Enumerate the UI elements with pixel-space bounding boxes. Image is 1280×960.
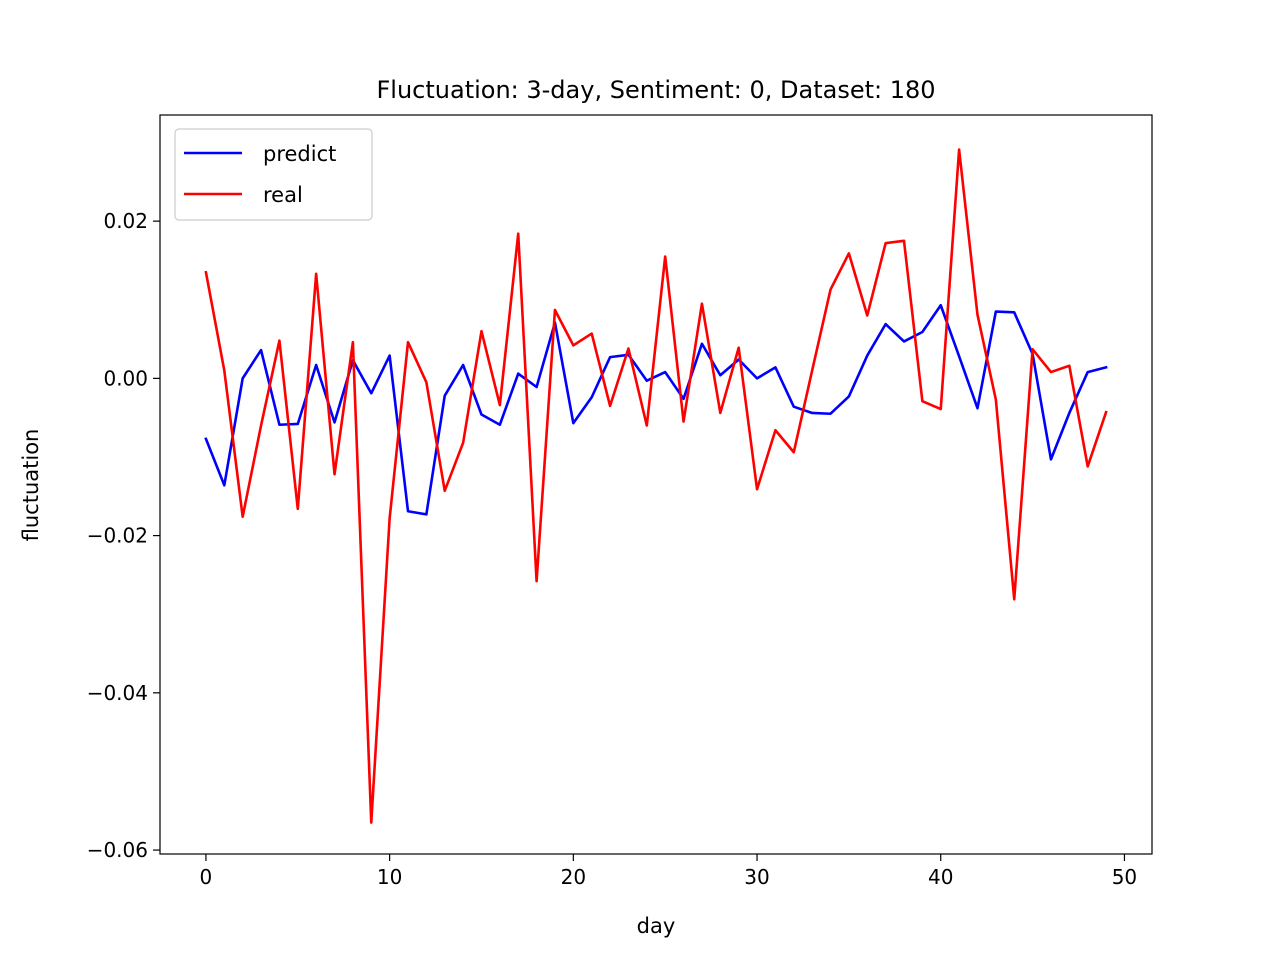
series-layer xyxy=(204,148,1108,824)
y-tick-label: −0.06 xyxy=(87,838,148,862)
y-tick-label: −0.02 xyxy=(87,524,148,548)
x-tick-label: 50 xyxy=(1112,865,1137,889)
x-tick-label: 10 xyxy=(377,865,402,889)
y-tick-label: −0.04 xyxy=(87,681,148,705)
series-line-predict xyxy=(204,303,1108,516)
y-tick-label: 0.00 xyxy=(103,366,148,390)
x-tick-label: 40 xyxy=(928,865,953,889)
x-tick-label: 30 xyxy=(744,865,769,889)
plot-frame xyxy=(159,114,1153,855)
x-tick-label: 20 xyxy=(561,865,586,889)
legend-label-predict: predict xyxy=(263,142,336,166)
series-line-real xyxy=(204,148,1108,824)
x-axis-label: day xyxy=(637,914,676,938)
y-axis-label: fluctuation xyxy=(19,429,43,542)
y-axis-ticks: 0.02 0.00 −0.02 −0.04 −0.06 xyxy=(87,209,160,862)
legend-label-real: real xyxy=(263,183,303,207)
legend: predict real xyxy=(174,128,373,221)
x-axis-ticks: 0 10 20 30 40 50 xyxy=(200,854,1137,889)
plot-area xyxy=(160,115,1152,854)
y-tick-label: 0.02 xyxy=(103,209,148,233)
chart-title: Fluctuation: 3-day, Sentiment: 0, Datase… xyxy=(376,76,935,104)
x-tick-label: 0 xyxy=(200,865,213,889)
